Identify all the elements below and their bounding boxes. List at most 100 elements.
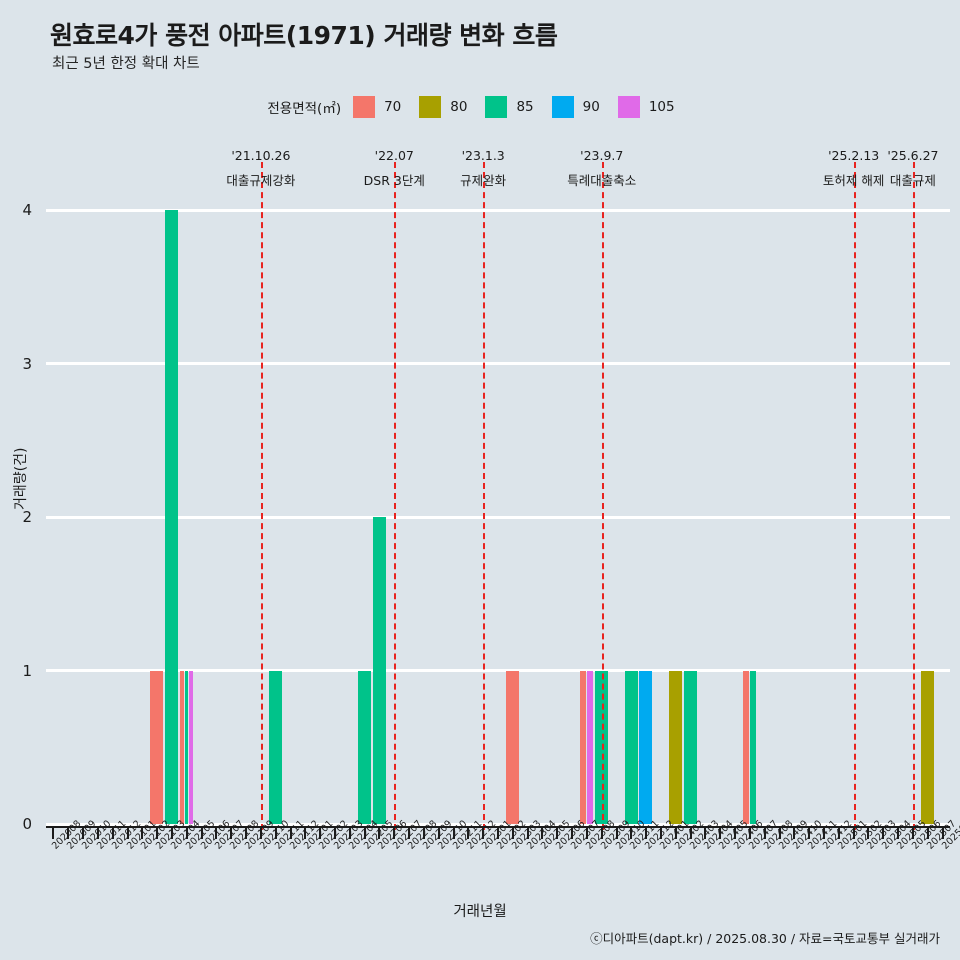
event-date-202502: '25.2.13: [828, 148, 880, 163]
x-tick-202211: [452, 826, 455, 839]
x-tick-202104: [170, 826, 173, 839]
gridline-2: [46, 515, 950, 519]
event-label-202502: 토허제 해제: [822, 173, 885, 188]
x-tick-202503: [867, 826, 870, 839]
event-line-202502: [853, 162, 856, 830]
x-tick-202308: [585, 826, 588, 839]
bar-202303-70[interactable]: [506, 670, 520, 824]
x-tick-202505: [897, 826, 900, 839]
x-tick-202301: [482, 826, 485, 839]
bar-202403-85[interactable]: [683, 670, 697, 824]
x-tick-202403: [689, 826, 692, 839]
bar-202105-70[interactable]: [179, 670, 184, 824]
x-tick-202011: [96, 826, 99, 839]
x-tick-202405: [719, 826, 722, 839]
x-tick-202208: [408, 826, 411, 839]
legend-item-105[interactable]: 105: [617, 96, 675, 118]
gridline-0: [46, 822, 950, 826]
bar-202111-85[interactable]: [268, 670, 282, 824]
gridline-4: [46, 208, 950, 212]
plot-area: 0 1 2 3 4 '21.10.26 대출규제강화 '22.07 DSR 3단계 '23.1.…: [22, 148, 950, 833]
x-tick-202108: [230, 826, 233, 839]
x-tick-202502: [852, 826, 855, 839]
x-tick-202210: [437, 826, 440, 839]
page-title: 원효로4가 풍전 아파트(1971) 거래량 변화 흐름: [50, 21, 558, 50]
x-tick-202508: [941, 826, 944, 839]
bar-202402-80[interactable]: [669, 670, 683, 824]
x-tick-202207: [393, 826, 396, 839]
x-axis: 2020082020092020102020112020122021012021…: [46, 818, 960, 852]
x-tick-202504: [882, 826, 885, 839]
event-line-202301: [483, 162, 486, 830]
x-tick-202507: [926, 826, 929, 839]
x-tick-202410: [793, 826, 796, 839]
legend-label-90: 90: [582, 99, 600, 115]
bar-202507-80[interactable]: [920, 670, 934, 824]
gridline-1: [46, 669, 950, 672]
bar-202105-105[interactable]: [189, 670, 193, 824]
bar-202105-85[interactable]: [184, 670, 189, 824]
event-date-202309: '23.9.7: [580, 148, 624, 163]
event-label-202207: DSR 3단계: [363, 173, 425, 188]
event-line-202506: [912, 162, 915, 830]
event-date-202110: '21.10.26: [231, 148, 291, 163]
x-tick-202406: [734, 826, 737, 839]
legend-item-70[interactable]: 70: [353, 96, 401, 118]
legend-swatch-80: [419, 96, 442, 118]
footer-credit: ⓒ디아파트(dapt.kr) / 2025.08.30 / 자료=국토교통부 실…: [590, 931, 940, 946]
bar-202104-85[interactable]: [165, 210, 179, 824]
x-tick-202402: [674, 826, 677, 839]
x-tick-202009: [67, 826, 70, 839]
legend-label-105: 105: [648, 99, 675, 115]
event-line-202309: [601, 162, 604, 830]
x-tick-202212: [467, 826, 470, 839]
x-tick-202306: [556, 826, 559, 839]
x-tick-202204: [348, 826, 351, 839]
legend-label-80: 80: [450, 99, 468, 115]
x-tick-202103: [156, 826, 159, 839]
bar-202407-85[interactable]: [749, 670, 757, 824]
x-tick-202105: [185, 826, 188, 839]
x-tick-202407: [748, 826, 751, 839]
x-tick-202206: [378, 826, 381, 839]
legend-item-80[interactable]: 80: [419, 96, 467, 118]
x-tick-202106: [200, 826, 203, 839]
event-date-202207: '22.07: [374, 148, 414, 163]
legend-swatch-105: [617, 96, 640, 118]
x-tick-202110: [259, 826, 262, 839]
x-tick-202304: [526, 826, 529, 839]
x-tick-202012: [111, 826, 114, 839]
bar-202308-105[interactable]: [586, 670, 594, 824]
x-tick-202303: [511, 826, 514, 839]
y-tick-label-4: 4: [22, 201, 32, 219]
x-tick-202112: [289, 826, 292, 839]
legend-item-90[interactable]: 90: [551, 96, 600, 118]
x-tick-202111: [274, 826, 277, 839]
x-tick-202408: [763, 826, 766, 839]
bar-202312-90[interactable]: [639, 670, 653, 824]
x-tick-202312: [645, 826, 648, 839]
x-tick-202209: [422, 826, 425, 839]
x-tick-202305: [541, 826, 544, 839]
event-label-202309: 특례대출축소: [567, 173, 637, 188]
chart-legend: 전용면적(㎡) 70 80 85 90 105: [0, 96, 960, 118]
x-tick-202307: [571, 826, 574, 839]
bar-202206-85[interactable]: [372, 517, 386, 824]
bar-202205-85[interactable]: [357, 670, 371, 824]
legend-swatch-70: [353, 96, 376, 118]
legend-item-85[interactable]: 85: [485, 96, 534, 118]
y-tick-label-2: 2: [22, 508, 32, 526]
legend-swatch-85: [485, 96, 508, 118]
event-line-202207: [394, 162, 397, 830]
y-axis-label: 거래량(건): [13, 447, 29, 510]
bar-202308-70[interactable]: [580, 670, 587, 824]
event-date-202301: '23.1.3: [461, 148, 505, 163]
x-tick-202311: [630, 826, 633, 839]
x-tick-202101: [126, 826, 129, 839]
x-tick-202310: [615, 826, 618, 839]
x-tick-202412: [823, 826, 826, 839]
bar-202311-85[interactable]: [624, 670, 638, 824]
bar-202309-85[interactable]: [594, 670, 608, 824]
bar-202103-70[interactable]: [150, 670, 164, 824]
bar-202407-70[interactable]: [743, 670, 750, 824]
